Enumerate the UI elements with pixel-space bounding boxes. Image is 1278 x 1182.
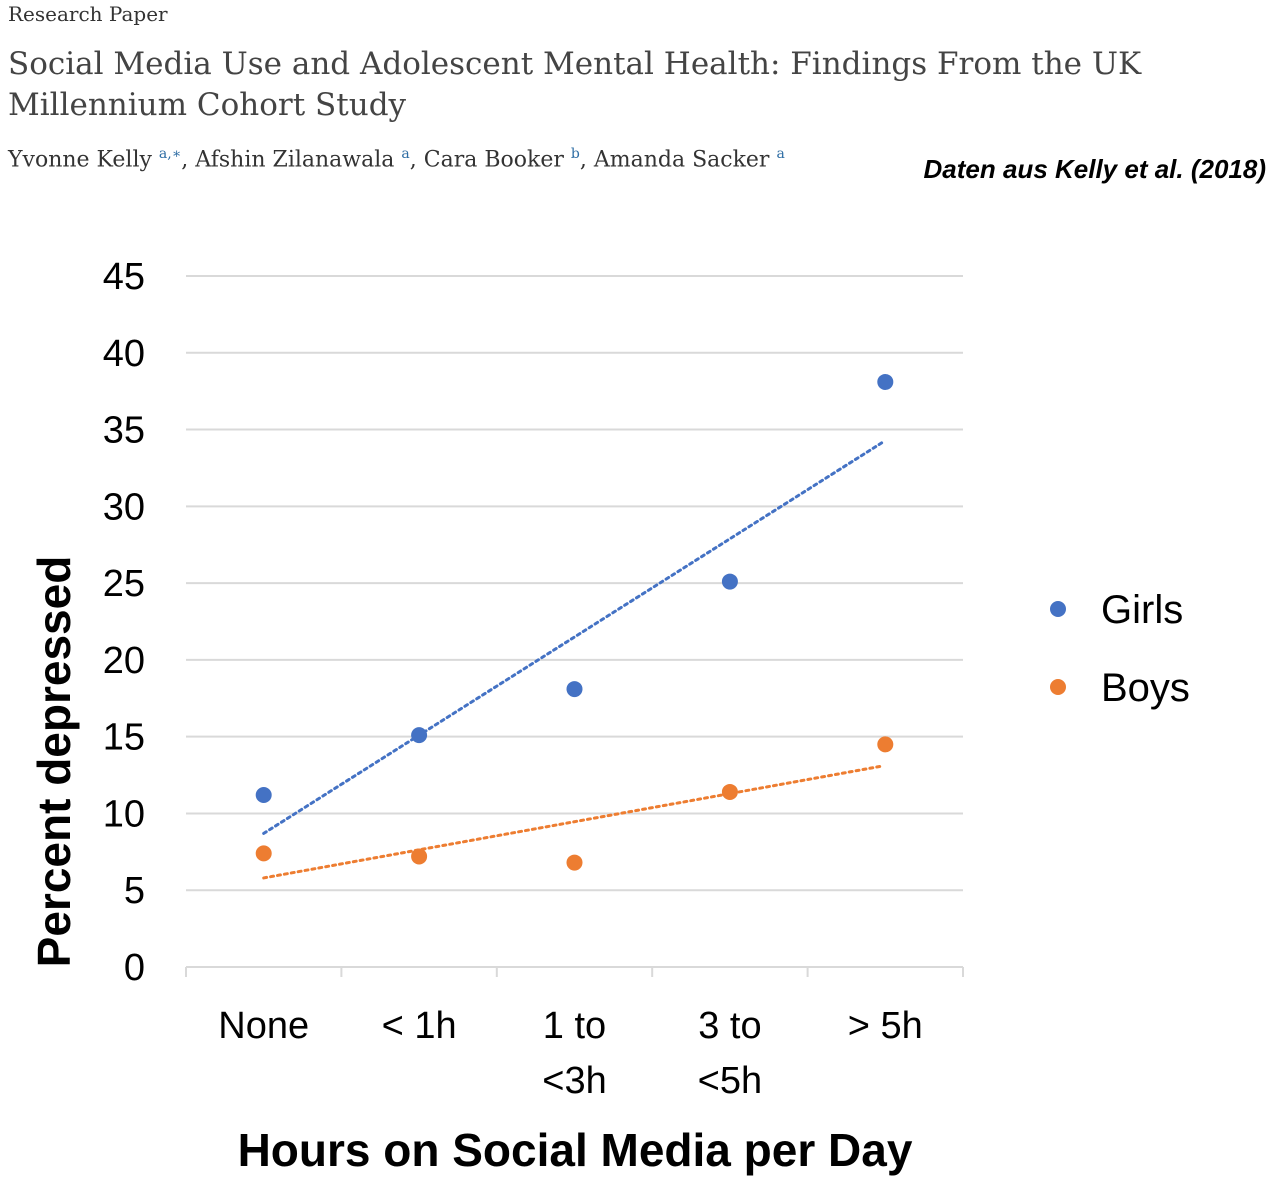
x-tick-label: > 5h bbox=[848, 1005, 923, 1047]
gridlines bbox=[186, 275, 963, 892]
trendline-girls bbox=[262, 440, 885, 835]
author-affiliation: b bbox=[570, 146, 580, 162]
y-tick-label: 10 bbox=[103, 793, 145, 835]
x-axis-title: Hours on Social Media per Day bbox=[238, 1124, 913, 1176]
author-name: Amanda Sacker bbox=[593, 147, 770, 173]
data-point-boys bbox=[411, 848, 428, 865]
y-tick-label: 5 bbox=[124, 870, 145, 912]
legend-marker-girls bbox=[1050, 601, 1066, 617]
paper-type-label: Research Paper bbox=[8, 2, 168, 26]
author-name: Afshin Zilanawala bbox=[195, 147, 395, 173]
y-tick-label: 0 bbox=[124, 947, 145, 989]
data-point-boys bbox=[721, 783, 738, 800]
y-tick-label: 45 bbox=[103, 256, 145, 298]
x-axis bbox=[185, 966, 964, 977]
paper-title: Social Media Use and Adolescent Mental H… bbox=[8, 46, 1142, 123]
y-tick-label: 40 bbox=[103, 333, 145, 375]
x-tick-label: <5h bbox=[698, 1060, 762, 1102]
data-point-girls bbox=[255, 787, 272, 804]
data-point-boys bbox=[255, 845, 272, 862]
y-tick-label: 30 bbox=[103, 486, 145, 528]
trendline-boys bbox=[262, 764, 885, 880]
legend-marker-boys bbox=[1050, 679, 1066, 695]
data-source-credit: Daten aus Kelly et al. (2018) bbox=[923, 154, 1266, 184]
x-tick-label: 1 to bbox=[543, 1005, 606, 1047]
data-point-boys bbox=[877, 736, 894, 753]
data-points bbox=[255, 373, 894, 871]
x-tick-label: None bbox=[218, 1005, 309, 1047]
x-tick-label: 3 to bbox=[698, 1005, 761, 1047]
y-axis: 0 5 10 15 20 25 30 35 40 45 bbox=[103, 256, 145, 989]
y-tick-label: 15 bbox=[103, 717, 145, 759]
author-affiliation: a bbox=[776, 146, 785, 162]
data-point-boys bbox=[566, 854, 583, 871]
y-tick-label: 20 bbox=[103, 640, 145, 682]
y-axis-title: Percent depressed bbox=[28, 556, 80, 968]
author-affiliation: a,∗ bbox=[158, 146, 182, 162]
legend-label-girls: Girls bbox=[1101, 588, 1183, 632]
y-tick-label: 25 bbox=[103, 563, 145, 605]
x-tick-labels: None < 1h 1 to <3h 3 to <5h > 5h bbox=[218, 1005, 923, 1102]
author-affiliation: a bbox=[401, 146, 410, 162]
x-tick-label: <3h bbox=[542, 1060, 606, 1102]
legend-label-boys: Boys bbox=[1101, 666, 1190, 710]
x-tick-label: < 1h bbox=[382, 1005, 457, 1047]
author-name: Cara Booker bbox=[423, 147, 564, 173]
data-point-girls bbox=[411, 727, 428, 744]
legend: Girls Boys bbox=[1050, 588, 1190, 710]
y-tick-label: 35 bbox=[103, 410, 145, 452]
data-point-girls bbox=[721, 573, 738, 590]
author-name: Yvonne Kelly bbox=[8, 147, 152, 173]
author-list: Yvonne Kelly a,∗, Afshin Zilanawala a, C… bbox=[8, 146, 785, 173]
data-point-girls bbox=[566, 681, 583, 698]
data-point-girls bbox=[877, 373, 894, 390]
trendlines bbox=[262, 440, 885, 880]
